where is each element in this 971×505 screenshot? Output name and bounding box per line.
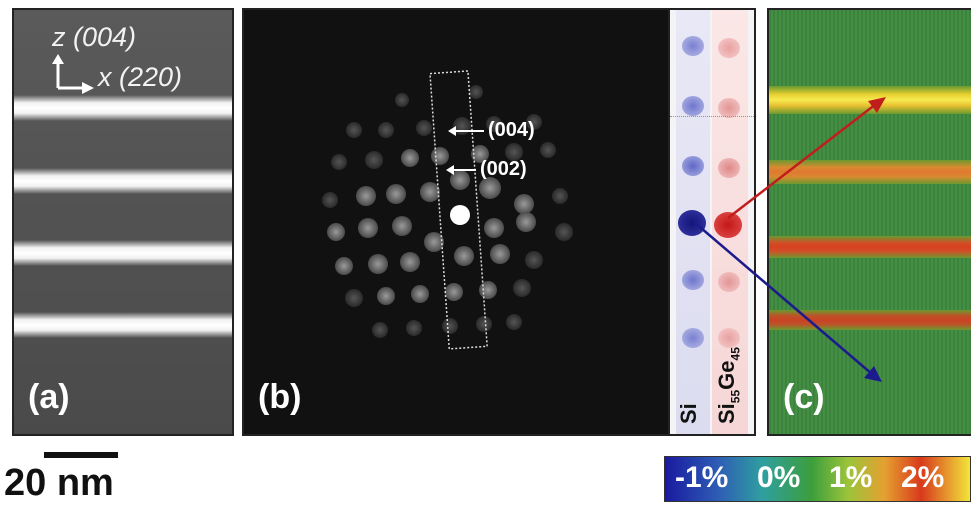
label-004-outside: (004) [585,87,632,109]
sige-spot-1 [718,38,740,58]
diffraction-spots [322,70,573,350]
si-spot-3 [682,156,704,176]
strain-band-4 [769,310,971,330]
colorbar-tick-0: 0% [757,461,801,494]
colorbar-tick-minus1: -1% [675,461,729,494]
si-spot-2 [682,96,704,116]
bright-layer-3 [14,240,232,266]
annotation-004: (004) [488,119,535,141]
panel-a-letter: (a) [28,378,70,416]
scale-label: 20 nm [4,462,114,504]
selection-box [429,70,488,350]
sige-spot-5 [718,272,740,292]
colorbar: -1% 0% 1% 2% [664,456,971,502]
arrow-red-icon [727,103,877,219]
arrow-blue-icon [693,221,873,375]
scale-bar [44,452,118,458]
si-spot-1 [682,36,704,56]
sige-spot-3 [718,158,740,178]
axis-label-x: x (220) [98,62,183,92]
si-spot-6 [682,328,704,348]
spot-lattice [322,85,573,338]
sige-spot-2 [718,98,740,118]
panel-c-letter: (c) [783,378,825,416]
bright-layer-4 [14,312,232,338]
bright-layer-2 [14,168,232,194]
reference-line-004 [670,116,754,118]
annotation-002: (002) [480,158,527,180]
axis-label-z: z (004) [52,22,137,52]
strain-band-2 [769,160,971,184]
axis-arrows-icon [52,54,94,94]
panel-c-strain-map: (c) [767,8,971,436]
si-spot-center [678,210,706,236]
bright-layer-1 [14,95,232,121]
sige-spot-center [714,212,742,238]
arrow-004-outside-icon [638,94,666,104]
colorbar-tick-1: 1% [829,461,873,494]
panel-spot-profiles: Si Si55Ge45 [668,8,756,436]
panel-b-diffraction: (004) (002) (b) [242,8,670,436]
strain-band-3 [769,236,971,258]
panel-b-letter: (b) [258,378,302,416]
sige-spot-6 [718,328,740,348]
si-spot-5 [682,270,704,290]
colorbar-tick-2: 2% [901,461,945,494]
panel-a-image: z (004) x (220) (a) [12,8,234,436]
